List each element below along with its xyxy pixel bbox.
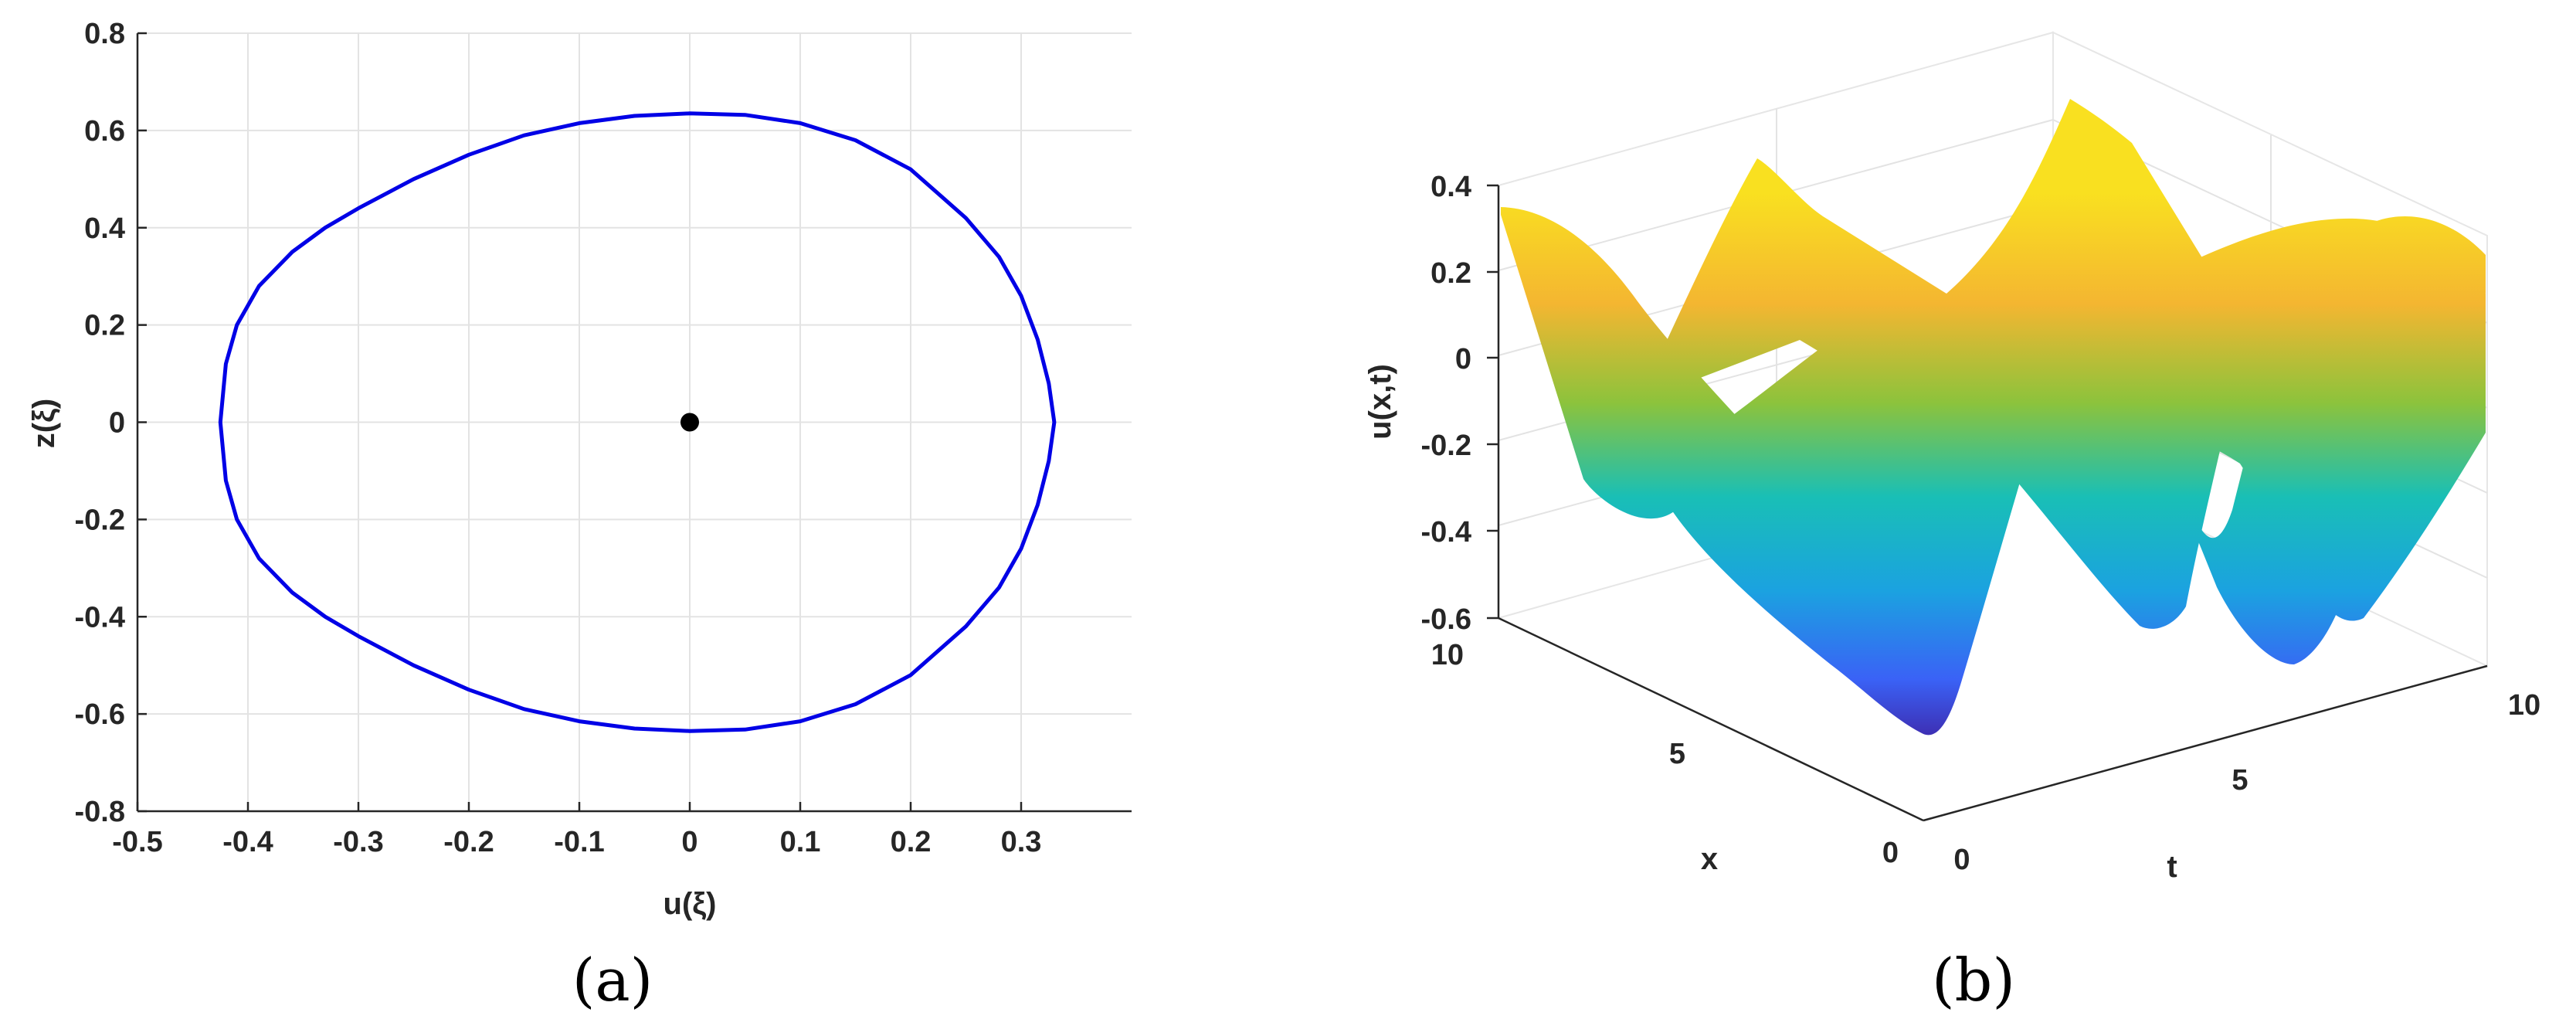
panel-a-y-tick-label: -0.4 [75, 601, 125, 634]
panel-b-x-axis-label: x [1701, 842, 1718, 876]
panel-a-x-tick-label: 0.1 [780, 826, 821, 858]
panel-a-x-tick-label: 0.3 [1001, 826, 1042, 858]
panel-b-t-tick-label: 0 [1953, 844, 1970, 876]
panel-b-z-tick-label: 0.2 [1431, 257, 1471, 290]
panel-a-y-ticks: -0.8 -0.6 -0.4 -0.2 0 0.2 0.4 0.6 0.8 [75, 18, 125, 828]
panel-a-x-axis-label: u(ξ) [664, 887, 717, 921]
equilibrium-point [680, 413, 699, 432]
panel-a-x-tick-label: 0.2 [891, 826, 932, 858]
panel-b-axes [1487, 184, 2488, 822]
surface-front-face [1501, 207, 2486, 736]
panel-b-z-tick-label: 0 [1455, 343, 1471, 375]
panel-b-z-tick-label: -0.2 [1421, 430, 1471, 462]
panel-b-z-axis-label: u(x,t) [1363, 364, 1397, 440]
panel-a-grid [137, 32, 1132, 812]
panel-b-surface [1501, 99, 2486, 736]
panel-b-x-tick-label: 5 [1669, 738, 1685, 770]
panel-b-t-axis-label: t [2167, 850, 2177, 884]
panel-a-y-tick-label: 0.8 [84, 18, 125, 50]
panel-a-x-tick-label: -0.2 [443, 826, 494, 858]
panel-b: 0.4 0.2 0 -0.2 -0.4 -0.6 10 5 0 0 5 10 u… [1363, 31, 2540, 1014]
panel-b-t-tick-label: 10 [2508, 689, 2540, 722]
panel-a-y-tick-label: -0.8 [75, 796, 125, 828]
panel-a-y-tick-label: -0.6 [75, 698, 125, 731]
panel-b-x-tick-label: 0 [1882, 837, 1899, 869]
panel-b-x-axis [1498, 617, 1924, 822]
orbit-curve [218, 111, 1057, 733]
panel-a-y-tick-label: 0.6 [84, 115, 125, 148]
panel-b-t-ticks: 0 5 10 [1953, 689, 2540, 876]
panel-a-y-axis-label: z(ξ) [27, 399, 61, 448]
panel-a-x-tick-label: -0.1 [554, 826, 604, 858]
surface-near-wave [1501, 215, 2039, 683]
panel-a-series [218, 111, 1057, 733]
panel-a-y-tick-label: 0.4 [84, 212, 125, 245]
panel-a-y-tick-label: -0.2 [75, 504, 125, 536]
panel-b-t-axis [1923, 664, 2488, 822]
panel-a-y-tick-label: 0 [109, 407, 125, 440]
panel-a-caption: (a) [572, 946, 653, 1014]
panel-a-x-tick-label: 0 [681, 826, 697, 858]
panel-a-y-tick-label: 0.2 [84, 310, 125, 342]
panel-b-t-tick-label: 5 [2232, 764, 2248, 797]
panel-b-z-ticks: 0.4 0.2 0 -0.2 -0.4 -0.6 [1421, 171, 1471, 636]
panel-a-x-tick-label: -0.3 [333, 826, 383, 858]
panel-b-z-tick-label: 0.4 [1431, 171, 1471, 203]
panel-b-x-ticks: 10 5 0 [1431, 639, 1899, 869]
panel-a-axes [136, 32, 1132, 813]
panel-b-caption: (b) [1932, 946, 2015, 1014]
panel-a-x-tick-label: -0.4 [222, 826, 273, 858]
panel-b-x-tick-label: 10 [1431, 639, 1464, 671]
panel-a-x-tick-label: -0.5 [112, 826, 162, 858]
panel-b-z-tick-label: -0.4 [1421, 516, 1471, 549]
panel-a: -0.5 -0.4 -0.3 -0.2 -0.1 0 0.1 0.2 0.3 -0.8-0.6-… [27, 18, 1132, 1014]
panel-b-z-tick-label: -0.6 [1421, 603, 1471, 636]
panel-a-x-ticks: -0.5 -0.4 -0.3 -0.2 -0.1 0 0.1 0.2 0.3 [112, 826, 1041, 858]
